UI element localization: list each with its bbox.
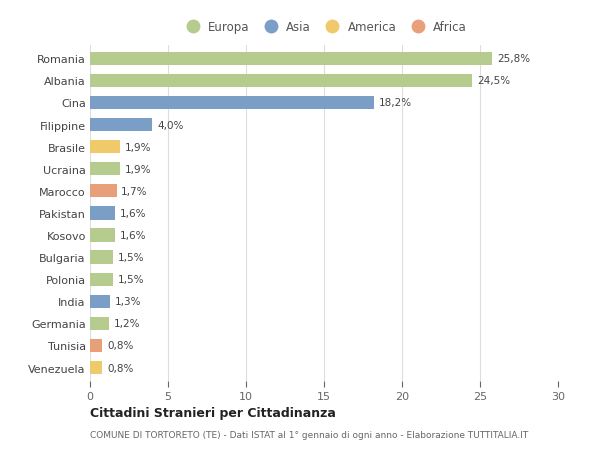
Text: 1,6%: 1,6%	[119, 230, 146, 241]
Text: 1,2%: 1,2%	[113, 319, 140, 329]
Bar	[90, 185, 116, 198]
Bar	[90, 273, 113, 286]
Text: Cittadini Stranieri per Cittadinanza: Cittadini Stranieri per Cittadinanza	[90, 406, 336, 419]
Bar	[90, 96, 374, 110]
Bar	[90, 251, 113, 264]
Bar	[90, 118, 152, 132]
Text: 1,9%: 1,9%	[124, 164, 151, 174]
Bar	[90, 339, 103, 353]
Bar	[90, 52, 493, 66]
Bar	[90, 74, 472, 88]
Text: 1,7%: 1,7%	[121, 186, 148, 196]
Text: 24,5%: 24,5%	[477, 76, 510, 86]
Bar	[90, 163, 119, 176]
Text: 4,0%: 4,0%	[157, 120, 184, 130]
Text: 1,5%: 1,5%	[118, 274, 145, 285]
Text: 1,3%: 1,3%	[115, 297, 142, 307]
Bar	[90, 295, 110, 308]
Bar	[90, 207, 115, 220]
Text: COMUNE DI TORTORETO (TE) - Dati ISTAT al 1° gennaio di ogni anno - Elaborazione : COMUNE DI TORTORETO (TE) - Dati ISTAT al…	[90, 431, 528, 440]
Text: 0,8%: 0,8%	[107, 341, 134, 351]
Text: 0,8%: 0,8%	[107, 363, 134, 373]
Text: 1,6%: 1,6%	[119, 208, 146, 218]
Text: 25,8%: 25,8%	[497, 54, 530, 64]
Bar	[90, 229, 115, 242]
Bar	[90, 141, 119, 154]
Bar	[90, 317, 109, 330]
Text: 18,2%: 18,2%	[379, 98, 412, 108]
Text: 1,5%: 1,5%	[118, 252, 145, 263]
Text: 1,9%: 1,9%	[124, 142, 151, 152]
Bar	[90, 361, 103, 375]
Legend: Europa, Asia, America, Africa: Europa, Asia, America, Africa	[179, 19, 469, 37]
